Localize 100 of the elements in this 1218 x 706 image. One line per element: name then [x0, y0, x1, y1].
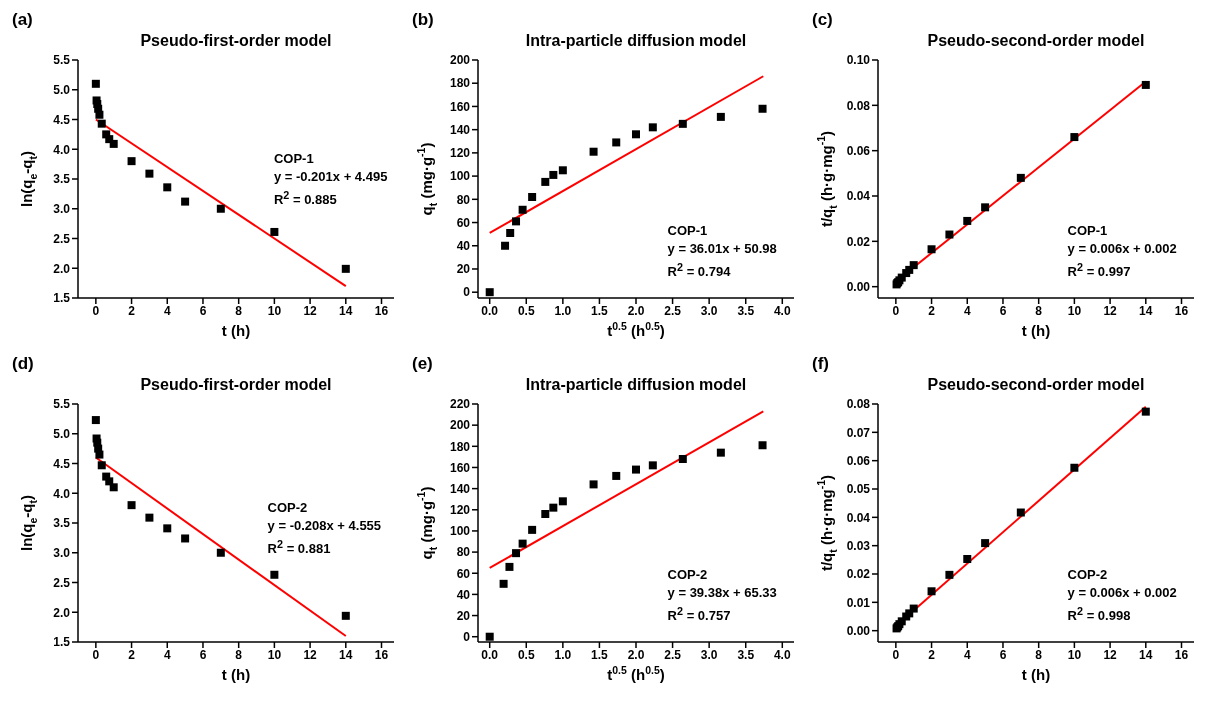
- y-tick-label: 40: [456, 239, 471, 254]
- annotation: COP-1: [273, 150, 315, 169]
- y-tick-label: 4.5: [53, 456, 71, 471]
- text: (d): [12, 354, 34, 374]
- y-tick-label: 60: [456, 215, 471, 230]
- x-tick-label: 14: [1139, 647, 1153, 662]
- y-tick-label: 0.00: [846, 623, 871, 638]
- x-tick-label: 0.0: [481, 647, 499, 662]
- text: (c): [812, 10, 833, 30]
- y-tick-label: 0.01: [846, 595, 871, 610]
- y-tick-label: 40: [456, 587, 471, 602]
- y-tick-label: 80: [456, 545, 471, 560]
- y-tick-label: 60: [456, 566, 471, 581]
- y-tick-label: 0.08: [846, 98, 871, 113]
- y-tick-label: 5.5: [53, 53, 71, 68]
- y-tick-label: 1.5: [53, 635, 71, 650]
- y-tick-label: 200: [449, 53, 471, 68]
- chart-title: Pseudo-second-order model: [926, 32, 1146, 50]
- x-tick-label: 6: [199, 303, 207, 318]
- annotation: y = 0.006x + 0.002: [1067, 583, 1177, 602]
- x-tick-label: 10: [1067, 647, 1082, 662]
- x-tick-label: 10: [267, 303, 282, 318]
- y-tick-label: 4.0: [53, 142, 71, 157]
- x-tick-label: 12: [1103, 303, 1118, 318]
- y-tick-label: 0.03: [846, 538, 871, 553]
- x-tick-label: 4.0: [773, 303, 791, 318]
- y-tick-label: 1.5: [53, 291, 71, 306]
- y-tick-label: 3.0: [53, 202, 71, 217]
- x-tick-label: 4: [163, 647, 171, 662]
- x-tick-label: 1.0: [554, 303, 572, 318]
- x-tick-label: 14: [1139, 303, 1153, 318]
- y-tick-label: 0.08: [846, 397, 871, 412]
- y-tick-label: 180: [449, 76, 471, 91]
- annotation: R$^{2}$ = 0.997: [1067, 259, 1132, 282]
- y-tick-label: 0.02: [846, 234, 871, 249]
- x-tick-label: 12: [1103, 647, 1118, 662]
- chart-title: Pseudo-first-order model: [139, 376, 333, 394]
- annotation: COP-1: [1067, 221, 1109, 240]
- x-tick-label: 2: [928, 303, 936, 318]
- y-tick-label: 0: [463, 285, 471, 300]
- x-tick-label: 1.5: [591, 303, 609, 318]
- y-tick-label: 120: [449, 503, 471, 518]
- y-tick-label: 0.04: [846, 189, 871, 204]
- x-tick-label: 0: [892, 303, 900, 318]
- annotation: R$^{2}$ = 0.998: [1067, 603, 1132, 626]
- annotation: R$^{2}$ = 0.794: [667, 259, 732, 282]
- y-tick-label: 0.10: [846, 53, 871, 68]
- x-tick-label: 14: [339, 647, 353, 662]
- annotation: COP-2: [267, 499, 309, 518]
- x-tick-label: 16: [374, 303, 389, 318]
- x-tick-label: 10: [1067, 303, 1082, 318]
- x-tick-label: 8: [235, 303, 243, 318]
- x-tick-label: 6: [199, 647, 207, 662]
- text: (a): [12, 10, 33, 30]
- y-tick-label: 20: [456, 608, 471, 623]
- text: (b): [412, 10, 434, 30]
- x-tick-label: 16: [374, 647, 389, 662]
- chart-title: Intra-particle diffusion model: [524, 32, 748, 50]
- x-tick-label: 3.5: [737, 647, 755, 662]
- text: (f): [812, 354, 829, 374]
- y-tick-label: 0: [463, 629, 471, 644]
- x-tick-label: 10: [267, 647, 282, 662]
- y-tick-label: 160: [449, 460, 471, 475]
- y-tick-label: 3.5: [53, 172, 71, 187]
- x-tick-label: 6: [999, 647, 1007, 662]
- y-tick-label: 4.5: [53, 112, 71, 127]
- x-axis-title: t (h): [221, 666, 251, 683]
- y-tick-label: 220: [449, 397, 471, 412]
- y-tick-label: 100: [449, 524, 471, 539]
- y-tick-label: 2.0: [53, 605, 71, 620]
- y-tick-label: 160: [449, 99, 471, 114]
- x-tick-label: 2.0: [627, 303, 645, 318]
- x-tick-label: 3.0: [700, 647, 718, 662]
- x-tick-label: 6: [999, 303, 1007, 318]
- y-tick-label: 4.0: [53, 486, 71, 501]
- x-tick-label: 0: [92, 647, 100, 662]
- annotation: COP-2: [667, 565, 709, 584]
- x-tick-label: 0.0: [481, 303, 499, 318]
- y-tick-label: 200: [449, 418, 471, 433]
- x-tick-label: 2.5: [664, 303, 682, 318]
- y-tick-label: 2.5: [53, 231, 71, 246]
- y-tick-label: 180: [449, 439, 471, 454]
- y-tick-label: 0.07: [846, 425, 871, 440]
- x-tick-label: 3.0: [700, 303, 718, 318]
- x-tick-label: 0: [892, 647, 900, 662]
- x-axis-title: t (h): [1021, 322, 1051, 339]
- annotation: y = -0.208x + 4.555: [267, 517, 382, 536]
- annotation: y = 0.006x + 0.002: [1067, 239, 1177, 258]
- x-tick-label: 12: [303, 647, 318, 662]
- y-tick-label: 3.5: [53, 516, 71, 531]
- y-tick-label: 120: [449, 146, 471, 161]
- y-tick-label: 0.04: [846, 510, 871, 525]
- x-tick-label: 8: [1035, 647, 1043, 662]
- x-axis-title: t$^{0.5}$ (h$^{0.5}$): [607, 320, 665, 339]
- y-tick-label: 5.0: [53, 427, 71, 442]
- y-tick-label: 140: [449, 122, 471, 137]
- x-tick-label: 14: [339, 303, 353, 318]
- x-tick-label: 2.0: [627, 647, 645, 662]
- x-tick-label: 3.5: [737, 303, 755, 318]
- text: (e): [412, 354, 433, 374]
